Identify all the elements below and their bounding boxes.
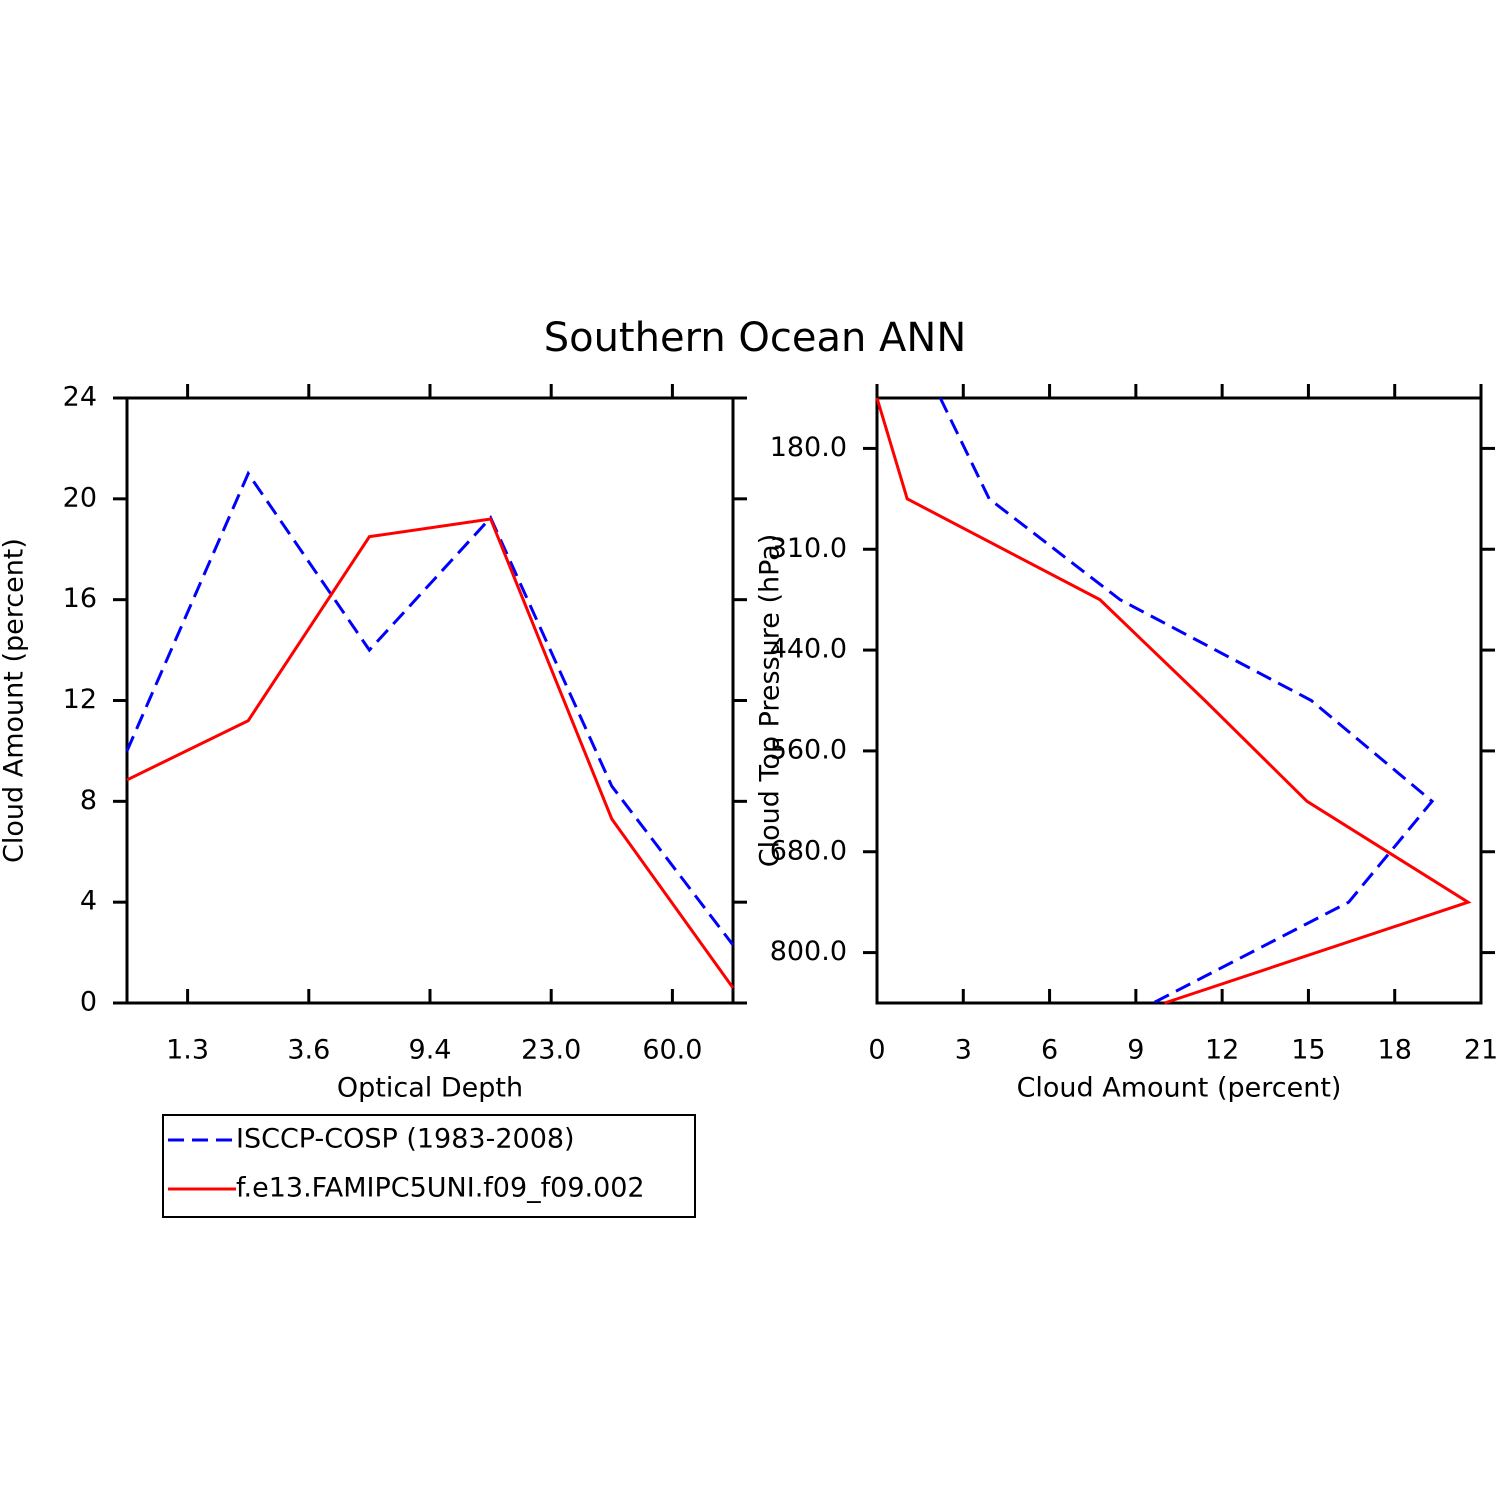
x-tick-label: 3.6 [287,1035,330,1066]
y-tick-label: 8 [80,785,97,816]
x-tick-label: 23.0 [521,1035,581,1066]
y-tick-label: 16 [63,583,97,614]
x-tick-label: 9.4 [409,1035,452,1066]
x-tick-label: 15 [1291,1035,1325,1066]
x-tick-label: 21 [1464,1035,1498,1066]
y-tick-label: 4 [80,886,97,917]
y-tick-label: 440.0 [770,634,847,665]
y-tick-label: 24 [63,382,97,413]
plot-frame [875,396,1483,1005]
x-axis-label: Optical Depth [337,1073,523,1104]
x-tick-label: 9 [1127,1035,1144,1066]
x-tick-label: 12 [1205,1035,1239,1066]
y-tick-label: 800.0 [770,936,847,967]
y-tick-label: 20 [63,482,97,513]
y-tick-label: 680.0 [770,835,847,866]
x-tick-label: 0 [868,1035,885,1066]
x-tick-label: 1.3 [166,1035,209,1066]
series-line [125,470,735,946]
x-tick-label: 18 [1378,1035,1412,1066]
series-line [126,517,735,989]
y-tick-label: 0 [80,987,97,1018]
legend-box [162,1114,696,1218]
x-tick-label: 3 [955,1035,972,1066]
x-tick-label: 60.0 [642,1035,702,1066]
series-line [875,397,1472,1005]
y-tick-label: 180.0 [770,432,847,463]
legend-label: ISCCP-COSP (1983-2008) [236,1124,575,1155]
series-line [938,397,1435,1005]
legend-label: f.e13.FAMIPC5UNI.f09_f09.002 [236,1173,645,1204]
y-tick-label: 560.0 [770,734,847,765]
y-tick-label: 12 [63,684,97,715]
y-axis-label: Cloud Top Pressure (hPa) [755,534,786,868]
figure-title: Southern Ocean ANN [544,315,967,361]
y-tick-label: 310.0 [770,533,847,564]
x-axis-label: Cloud Amount (percent) [1017,1073,1342,1104]
plot-frame [125,396,735,1005]
x-tick-label: 6 [1041,1035,1058,1066]
y-axis-label: Cloud Amount (percent) [0,538,30,863]
